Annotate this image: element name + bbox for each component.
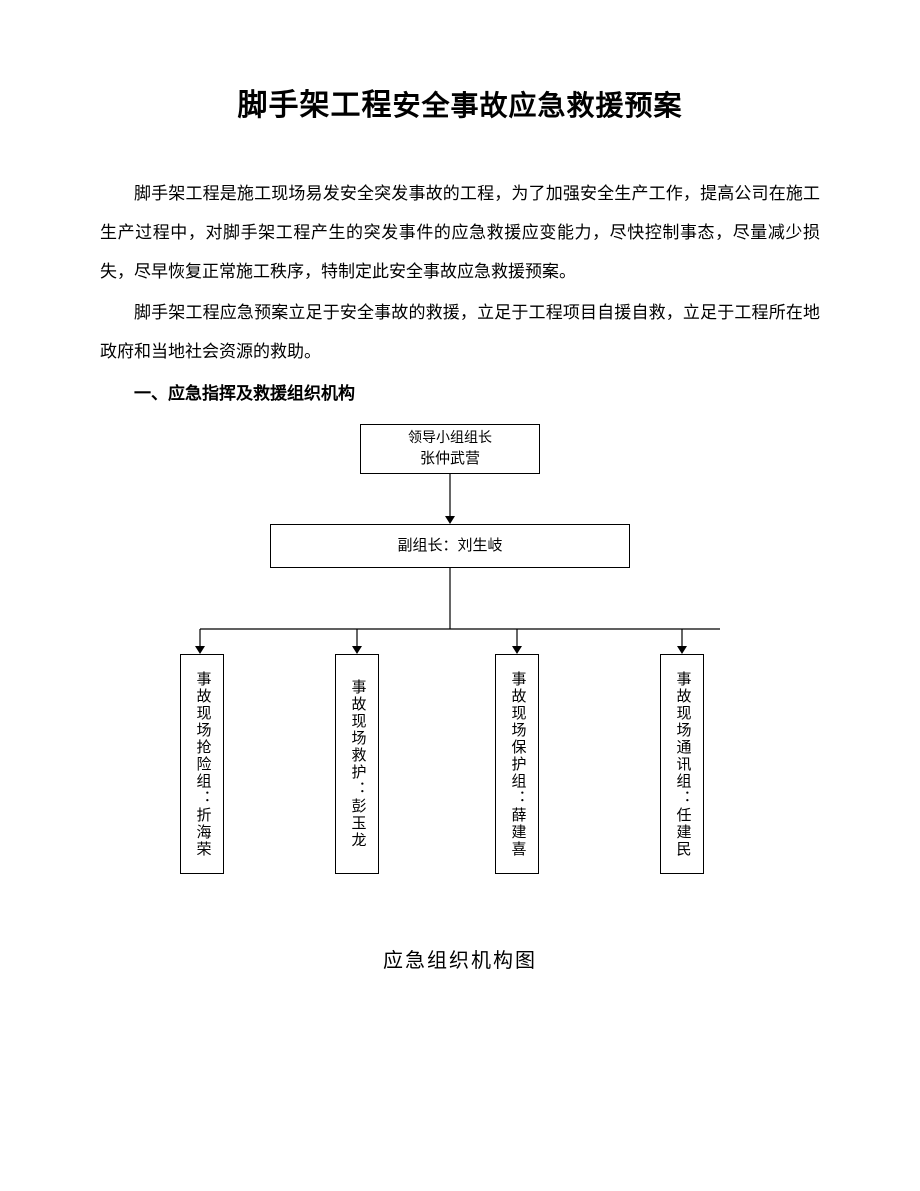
chart-caption: 应急组织机构图 <box>100 944 820 973</box>
paragraph-1: 脚手架工程是施工现场易发安全突发事故的工程，为了加强安全生产工作，提高公司在施工… <box>100 174 820 291</box>
paragraph-2: 脚手架工程应急预案立足于安全事故的救援，立足于工程项目自援自救，立足于工程所在地… <box>100 293 820 371</box>
org-chart: 领导小组组长张仲武营副组长：刘生岐事故现场抢险组：折海荣 事故现场救护：彭玉龙 事故… <box>100 424 820 904</box>
org-leaf-0: 事故现场抢险组：折海荣 <box>180 654 224 874</box>
org-leaf-1: 事故现场救护：彭玉龙 <box>335 654 379 874</box>
org-leaf-3: 事故现场通讯组：任建民 <box>660 654 704 874</box>
org-deputy: 副组长：刘生岐 <box>270 524 630 568</box>
title-suffix: 安全事故应急救援预案 <box>392 91 682 122</box>
org-leaf-2: 事故现场保护组：薛建喜 <box>495 654 539 874</box>
page-title: 脚手架工程安全事故应急救援预案 <box>100 80 820 124</box>
org-root: 领导小组组长张仲武营 <box>360 424 540 474</box>
title-prefix: 脚手架工程 <box>237 89 392 122</box>
section-heading: 一、应急指挥及救援组织机构 <box>100 379 820 404</box>
